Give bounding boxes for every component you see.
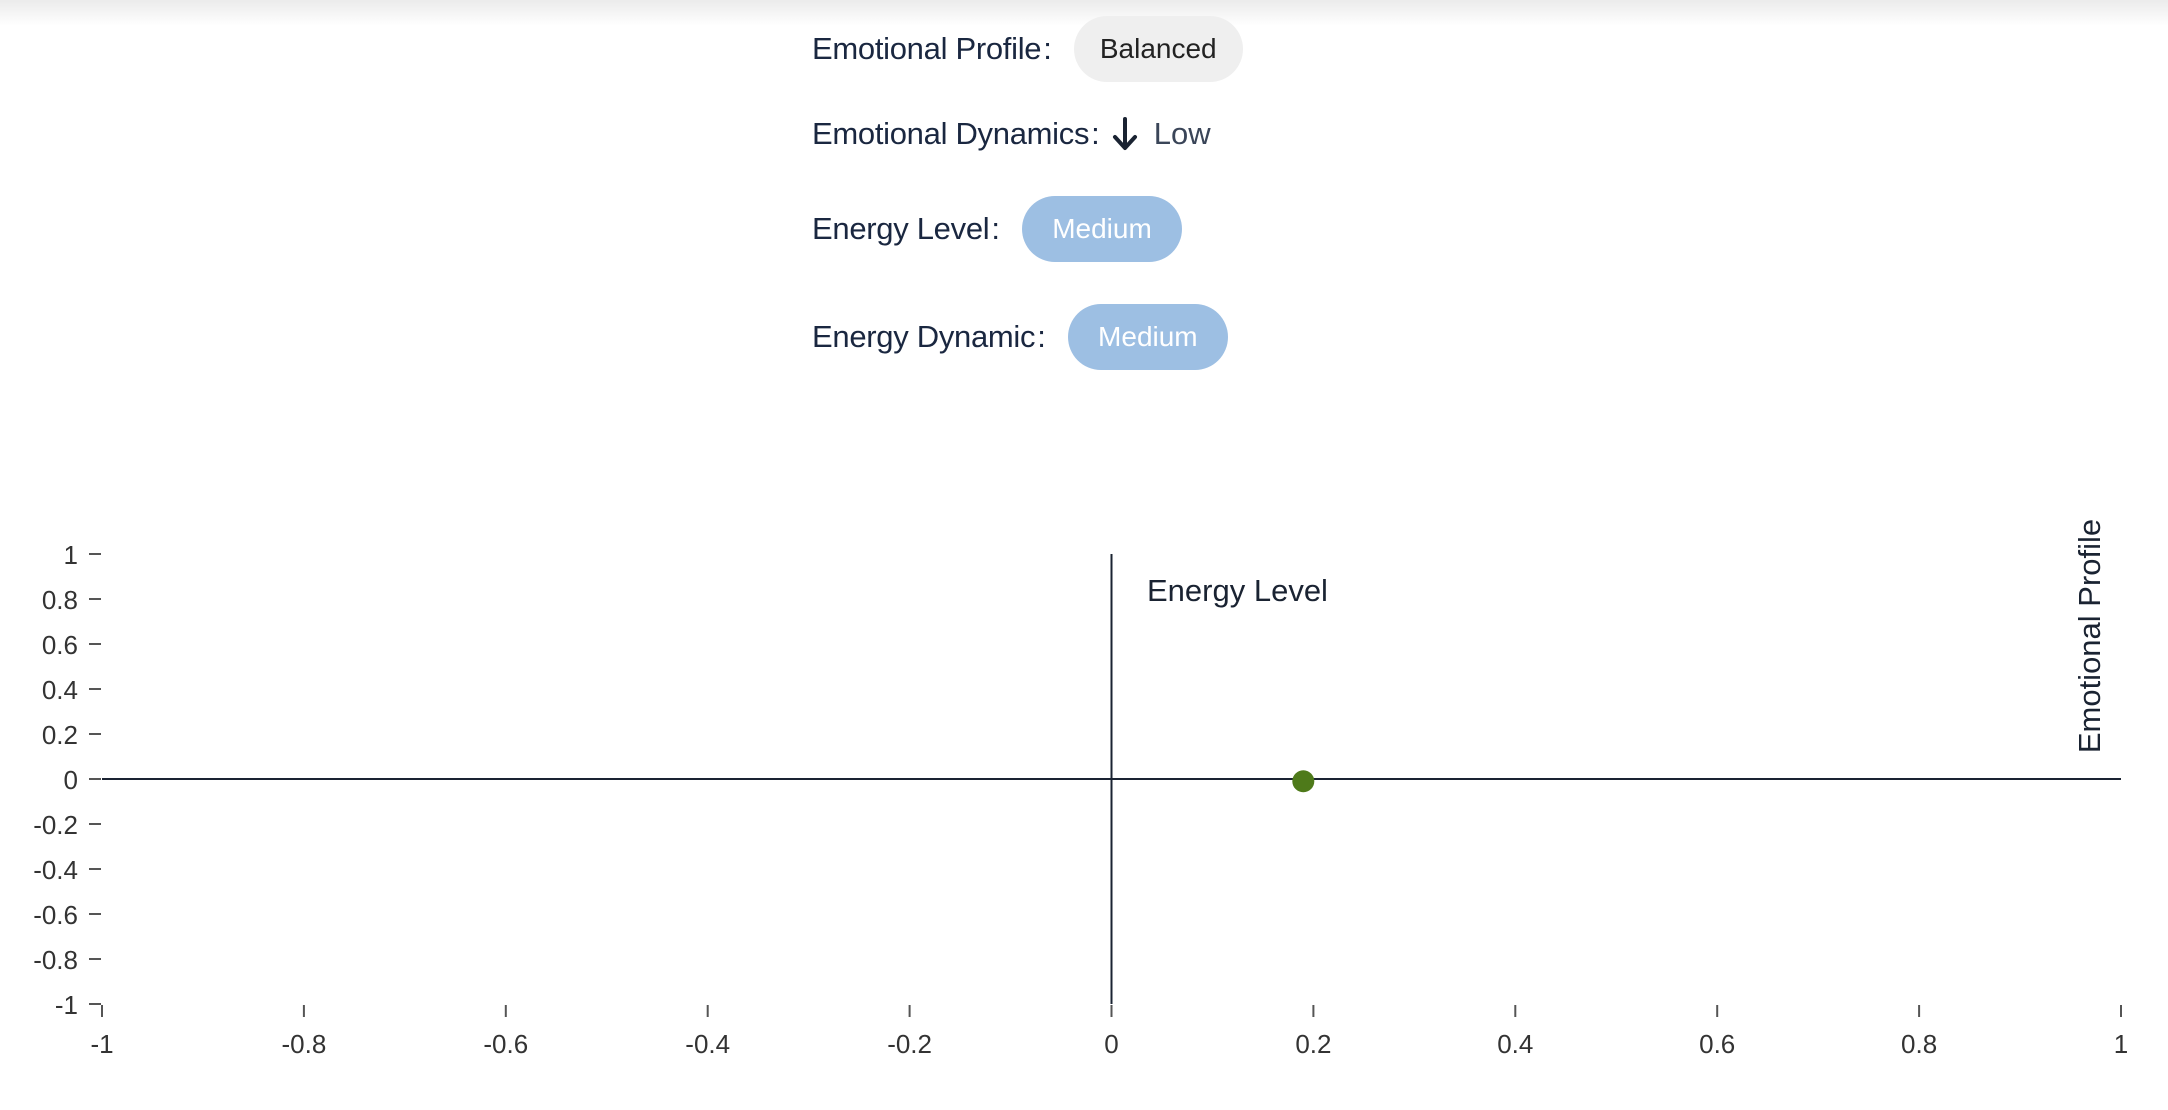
emotional-profile-label: Emotional Profile [812,31,1042,66]
energy-dynamic-label: Energy Dynamic [812,319,1036,354]
colon: : [1037,319,1046,354]
energy-level-row: Energy Level : Medium [812,196,1182,262]
x-tick-label: 1 [2114,1029,2128,1059]
x-axis-label: Emotional Profile [2072,519,2107,753]
x-tick-label: 0 [1104,1029,1118,1059]
emotional-dynamics-row: Emotional Dynamics : Low [812,110,1211,158]
data-point [1292,770,1315,793]
y-tick-label: -0.4 [33,855,78,885]
y-tick-label: -0.2 [33,810,78,840]
colon: : [1043,31,1052,66]
x-tick-label: 0.8 [1901,1029,1937,1059]
x-tick-label: -0.6 [483,1029,528,1059]
colon: : [1091,116,1100,151]
energy-dynamic-row: Energy Dynamic : Medium [812,304,1228,370]
y-axis-label: Energy Level [1147,573,1328,608]
x-tick-label: -0.4 [685,1029,730,1059]
y-tick-label: 0 [64,765,78,795]
emotional-profile-row: Emotional Profile : Balanced [812,16,1243,82]
y-tick-label: -0.8 [33,945,78,975]
x-tick-label: 0.4 [1497,1029,1533,1059]
emotional-profile-badge: Balanced [1073,16,1243,82]
y-tick-label: -1 [55,990,78,1020]
energy-level-label: Energy Level [812,211,990,246]
x-tick-label: -0.2 [887,1029,932,1059]
top-shadow [0,0,2168,26]
y-tick-label: 1 [64,540,78,570]
y-axis-ticks: 1 0.8 0.6 0.4 0.2 0 -0.2 -0.4 -0.6 -0.8 -1 [33,540,101,1020]
energy-level-badge: Medium [1021,196,1182,262]
x-tick-label: 0.2 [1295,1029,1331,1059]
y-tick-label: 0.2 [42,720,78,750]
x-tick-label: -0.8 [281,1029,326,1059]
x-tick-label: 0.6 [1699,1029,1735,1059]
emotional-dynamics-label: Emotional Dynamics [812,116,1090,151]
colon: : [991,211,1000,246]
x-tick-label: -1 [90,1029,113,1059]
emotional-dynamics-value: Low [1153,116,1211,151]
energy-dynamic-badge: Medium [1067,304,1228,370]
y-tick-label: 0.6 [42,630,78,660]
x-axis-ticks: -1 -0.8 -0.6 -0.4 -0.2 0 0.2 0.4 0.6 0.8 1 [90,1005,2128,1059]
y-tick-label: 0.8 [42,585,78,615]
data-points [1292,770,1315,793]
arrow-down-icon [1110,116,1140,152]
y-tick-label: 0.4 [42,675,78,705]
y-tick-label: -0.6 [33,900,78,930]
